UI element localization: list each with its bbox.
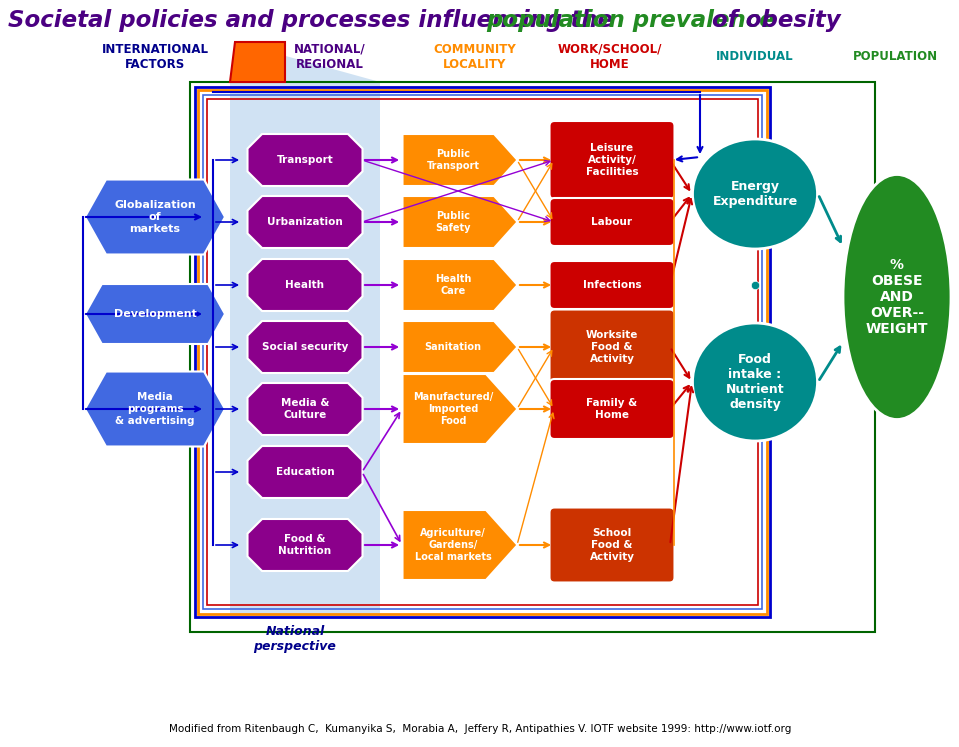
Polygon shape: [247, 196, 363, 248]
Text: Transport: Transport: [276, 155, 334, 165]
Polygon shape: [247, 383, 363, 435]
Text: INTERNATIONAL
FACTORS: INTERNATIONAL FACTORS: [102, 43, 208, 71]
Text: Food
intake :
Nutrient
density: Food intake : Nutrient density: [726, 353, 784, 411]
Polygon shape: [247, 519, 363, 571]
Text: Energy
Expenditure: Energy Expenditure: [713, 180, 798, 208]
FancyBboxPatch shape: [550, 507, 674, 583]
Polygon shape: [403, 259, 518, 311]
Text: Public
Safety: Public Safety: [435, 211, 471, 233]
Ellipse shape: [843, 175, 951, 420]
Text: Media &
Culture: Media & Culture: [281, 398, 329, 420]
Text: population prevalence: population prevalence: [486, 8, 775, 31]
Text: WORK/SCHOOL/
HOME: WORK/SCHOOL/ HOME: [558, 43, 662, 71]
Text: Development: Development: [113, 309, 197, 319]
Polygon shape: [247, 321, 363, 373]
Text: Public
Transport: Public Transport: [427, 149, 480, 171]
Polygon shape: [247, 259, 363, 311]
Text: Food &
Nutrition: Food & Nutrition: [278, 534, 332, 556]
Bar: [198, 90, 767, 614]
Text: School
Food &
Activity: School Food & Activity: [590, 528, 635, 562]
FancyBboxPatch shape: [550, 309, 674, 385]
Ellipse shape: [692, 139, 817, 249]
Polygon shape: [247, 446, 363, 498]
Text: Sanitation: Sanitation: [425, 342, 481, 352]
Text: Societal policies and processes influencing the: Societal policies and processes influenc…: [8, 8, 621, 31]
Text: National
perspective: National perspective: [253, 625, 337, 653]
Text: Globalization
of
markets: Globalization of markets: [114, 200, 196, 234]
Polygon shape: [230, 42, 380, 617]
Text: INDIVIDUAL: INDIVIDUAL: [716, 51, 794, 63]
Text: of obesity: of obesity: [704, 8, 841, 31]
Text: POPULATION: POPULATION: [853, 51, 938, 63]
Polygon shape: [403, 196, 518, 248]
Polygon shape: [85, 371, 225, 447]
Text: NATIONAL/
REGIONAL: NATIONAL/ REGIONAL: [294, 43, 365, 71]
Text: %
OBESE
AND
OVER--
WEIGHT: % OBESE AND OVER-- WEIGHT: [866, 258, 928, 336]
FancyBboxPatch shape: [550, 379, 674, 439]
Bar: [207, 99, 758, 605]
Polygon shape: [403, 134, 518, 186]
Text: Education: Education: [275, 467, 335, 477]
Text: Agriculture/
Gardens/
Local markets: Agriculture/ Gardens/ Local markets: [414, 528, 491, 562]
Text: Health: Health: [286, 280, 324, 290]
Polygon shape: [403, 321, 518, 373]
Text: Family &
Home: Family & Home: [587, 398, 638, 420]
Text: Worksite
Food &
Activity: Worksite Food & Activity: [586, 330, 638, 364]
Ellipse shape: [692, 323, 817, 441]
Polygon shape: [403, 510, 518, 580]
Text: Social security: Social security: [262, 342, 348, 352]
Text: Labour: Labour: [592, 217, 633, 227]
Text: Health
Care: Health Care: [434, 274, 471, 296]
Polygon shape: [85, 179, 225, 255]
Bar: [203, 95, 762, 609]
Polygon shape: [85, 284, 225, 344]
Polygon shape: [247, 134, 363, 186]
Text: Modified from Ritenbaugh C,  Kumanyika S,  Morabia A,  Jeffery R, Antipathies V.: Modified from Ritenbaugh C, Kumanyika S,…: [169, 724, 791, 734]
FancyBboxPatch shape: [550, 121, 674, 199]
Text: Media
programs
& advertising: Media programs & advertising: [115, 392, 195, 426]
Bar: [195, 87, 770, 617]
Text: Urbanization: Urbanization: [268, 217, 343, 227]
Polygon shape: [230, 42, 285, 82]
Text: Infections: Infections: [583, 280, 642, 290]
FancyBboxPatch shape: [550, 198, 674, 246]
Bar: [190, 82, 875, 632]
Text: Manufactured/
Imported
Food: Manufactured/ Imported Food: [413, 392, 493, 426]
FancyBboxPatch shape: [550, 261, 674, 309]
Polygon shape: [403, 374, 518, 444]
Text: COMMUNITY
LOCALITY: COMMUNITY LOCALITY: [433, 43, 516, 71]
Text: Leisure
Activity/
Facilities: Leisure Activity/ Facilities: [586, 143, 639, 176]
